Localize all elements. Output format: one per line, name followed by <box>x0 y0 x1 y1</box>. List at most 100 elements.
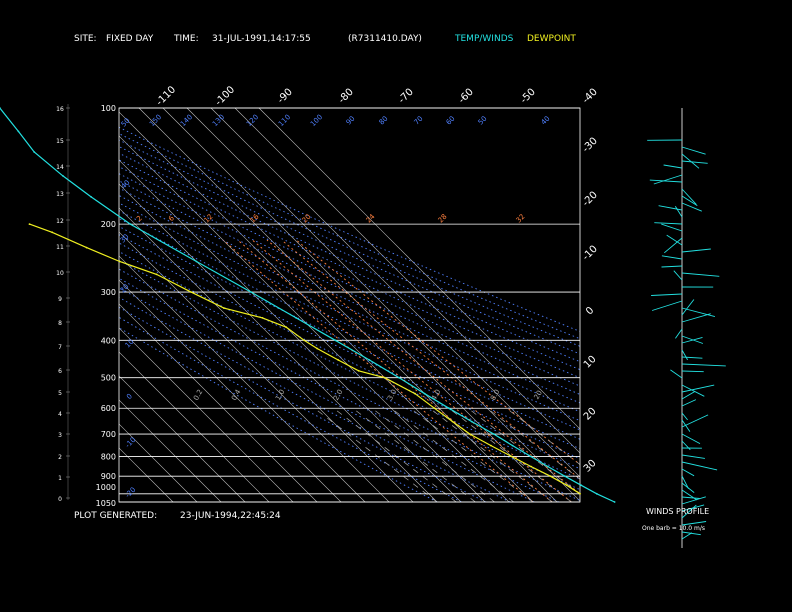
isotherm-line <box>138 108 534 502</box>
dewpoint-point <box>490 444 492 447</box>
wind-barb <box>670 369 683 379</box>
pressure-tick-label: 100 <box>101 104 116 113</box>
mixing-ratio-line <box>506 407 580 465</box>
top-temp-label: -80 <box>337 87 356 106</box>
wind-barb <box>681 414 709 428</box>
moist-adiabat-label: 140 <box>179 113 194 128</box>
dewpoint-point <box>451 420 454 423</box>
mixing-ratio-label: 2.0 <box>332 388 344 402</box>
wind-barb <box>666 234 683 246</box>
dewpoint-point <box>118 260 121 263</box>
height-tick-label: 6 <box>58 368 62 375</box>
temperature-point <box>398 376 400 379</box>
wind-barb <box>681 188 697 205</box>
height-tick-label: 2 <box>58 454 62 461</box>
height-tick-label: 10 <box>56 270 64 277</box>
mixing-ratio-line <box>429 407 553 502</box>
wind-barb <box>681 454 705 459</box>
site-value: FIXED DAY <box>106 34 154 44</box>
isotherm-line <box>210 108 580 478</box>
moist-row-label: 32 <box>515 213 527 225</box>
temperature-point <box>529 455 532 458</box>
temperature-point <box>129 223 132 226</box>
height-tick-label: 15 <box>56 138 64 145</box>
wind-barb <box>664 237 683 254</box>
dry-adiabat-line <box>119 202 580 422</box>
dewpoint-point <box>223 307 225 309</box>
grid-layer <box>66 104 581 503</box>
pressure-tick-label: 200 <box>101 220 116 229</box>
mixing-ratio-line <box>410 407 534 502</box>
moist-adiabat-label: 40 <box>540 115 552 127</box>
wind-barb <box>681 412 688 421</box>
height-tick-label: 5 <box>58 390 62 397</box>
isotherm-line <box>119 159 462 502</box>
plot-frame <box>118 107 581 503</box>
wind-barb <box>681 532 693 540</box>
mixing-ratio-label: 0.4 <box>230 388 243 402</box>
wind-barb <box>681 475 689 489</box>
isotherm-line <box>119 255 366 502</box>
moist-adiabat-line <box>222 239 534 502</box>
isotherm-line <box>119 375 246 502</box>
wind-barb <box>654 222 683 225</box>
series-layer <box>0 107 616 503</box>
wind-barb <box>681 202 702 212</box>
temperature-point <box>595 492 598 495</box>
moist-adiabat-line <box>281 239 580 480</box>
isotherm-line <box>119 423 198 502</box>
wind-barb <box>661 255 683 260</box>
isotherm-line <box>119 327 294 502</box>
dry-adiabat-label: 30 <box>119 233 131 245</box>
isotherm-line <box>119 351 270 502</box>
temperature-point <box>580 484 582 487</box>
isotherm-line <box>119 135 486 502</box>
mixing-ratio-label: 8.0 <box>489 388 501 402</box>
mixing-ratio-line <box>371 407 495 502</box>
generated-value: 23-JUN-1994,22:45:24 <box>180 511 281 521</box>
mixing-ratio-line <box>352 407 476 502</box>
moist-adiabat-label: 130 <box>211 113 226 128</box>
temperature-point <box>423 392 426 395</box>
height-tick-label: 1 <box>58 475 62 482</box>
height-tick-label: 8 <box>58 320 62 327</box>
wind-barb <box>681 299 695 316</box>
wind-barb <box>681 349 688 361</box>
winds-profile-layer <box>647 108 726 548</box>
moist-adiabat-label: 100 <box>309 113 324 128</box>
dewpoint-point <box>316 347 318 350</box>
wind-barb <box>681 496 706 505</box>
temperature-point <box>90 196 92 198</box>
dry-adiabat-line <box>119 234 580 460</box>
temperature-point <box>62 175 64 177</box>
temperature-point <box>493 433 495 435</box>
wind-barb <box>681 248 711 253</box>
dry-adiabat-line <box>119 316 462 502</box>
dewpoint-point <box>383 376 386 379</box>
site-label: SITE: <box>74 34 97 44</box>
dewpoint-point <box>28 223 31 226</box>
moist-adiabat-line <box>266 239 580 495</box>
time-value: 31-JUL-1991,14:17:55 <box>212 34 311 44</box>
top-temp-label: -100 <box>213 84 237 108</box>
dry-adiabat-line <box>119 251 580 480</box>
dry-adiabat-label: 0 <box>125 392 134 401</box>
mixing-ratio-line <box>391 407 515 502</box>
wind-barb <box>681 153 700 169</box>
temperature-point <box>470 420 473 423</box>
dry-adiabat-line <box>119 327 438 502</box>
dry-adiabat-line <box>119 126 580 332</box>
right-temp-label: -10 <box>581 244 600 263</box>
dewpoint-point <box>433 407 436 410</box>
wind-barb <box>681 160 708 164</box>
dry-adiabat-line <box>119 159 580 371</box>
wind-barb <box>651 293 683 296</box>
height-tick-label: 12 <box>56 218 64 225</box>
isotherm-line <box>186 108 580 502</box>
pressure-tick-label: 300 <box>101 288 116 297</box>
temperature-point <box>295 317 297 319</box>
right-temp-label: 10 <box>582 354 599 371</box>
dewpoint-point <box>285 326 288 329</box>
dry-adiabat-label: -10 <box>124 436 138 450</box>
temperature-point <box>511 444 514 447</box>
